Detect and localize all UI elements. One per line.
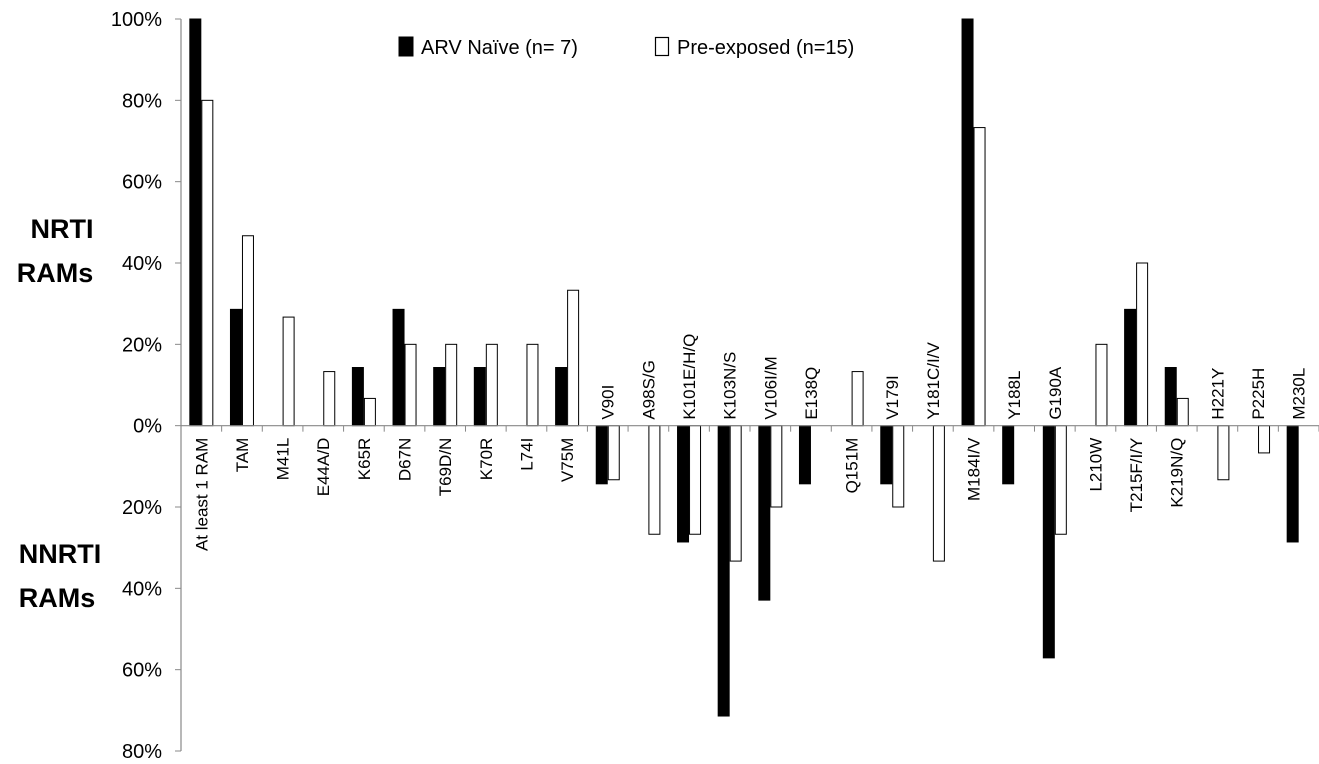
category-label-m184i-v: M184I/V	[965, 437, 984, 501]
bar-arv-naive-k101e-h-q	[678, 426, 689, 542]
category-label-m230l: M230L	[1290, 368, 1309, 420]
nnrti-side-label-line-1: NNRTI	[19, 539, 102, 569]
category-label-v75m: V75M	[558, 438, 577, 482]
bar-pre-exposed-k219n-q	[1177, 398, 1188, 425]
bar-pre-exposed-k70r	[486, 344, 497, 425]
category-label-at-least-1-ram: At least 1 RAM	[192, 438, 211, 551]
bars	[190, 19, 1298, 716]
bar-arv-naive-v106i-m	[759, 426, 770, 600]
bar-arv-naive-m184i-v	[962, 19, 973, 426]
nrti-side-label-line-2: RAMs	[17, 258, 94, 288]
nrti-side-label: NRTI RAMs	[17, 214, 94, 288]
y-tick-label: 80%	[122, 741, 162, 763]
category-label-k101e-h-q: K101E/H/Q	[680, 334, 699, 420]
category-label-h221y: H221Y	[1208, 368, 1227, 420]
y-tick-label: 40%	[122, 253, 162, 275]
nnrti-side-label: NNRTI RAMs	[19, 539, 102, 613]
bar-pre-exposed-p225h	[1259, 426, 1270, 453]
y-tick-label: 20%	[122, 334, 162, 356]
bar-pre-exposed-k101e-h-q	[690, 426, 701, 535]
bar-arv-naive-e138q	[799, 426, 810, 484]
bar-pre-exposed-m184i-v	[974, 128, 985, 426]
bar-arv-naive-v179i	[881, 426, 892, 484]
bar-pre-exposed-t215f-i-y	[1137, 263, 1148, 426]
bar-pre-exposed-v106i-m	[771, 426, 782, 507]
bar-pre-exposed-v75m	[568, 290, 579, 425]
bar-pre-exposed-k65r	[364, 398, 375, 425]
bar-arv-naive-v75m	[556, 368, 567, 426]
category-label-v179i: V179I	[883, 375, 902, 419]
category-label-l74i: L74I	[517, 438, 536, 471]
bar-pre-exposed-v179i	[893, 426, 904, 507]
nrti-side-label-line-1: NRTI	[31, 214, 94, 244]
legend-label-pre-exposed: Pre-exposed (n=15)	[677, 37, 854, 59]
bar-pre-exposed-a98s-g	[649, 426, 660, 535]
y-axis-ticks: 100% 80% 60% 40% 20% 0% 20% 40% 60% 80%	[111, 9, 181, 763]
bar-pre-exposed-m41l	[283, 317, 294, 426]
bar-pre-exposed-tam	[242, 236, 253, 426]
y-tick-label: 100%	[111, 9, 162, 31]
category-label-q151m: Q151M	[843, 438, 862, 494]
bar-pre-exposed-l210w	[1096, 344, 1107, 425]
bar-pre-exposed-q151m	[852, 372, 863, 426]
category-label-y188l: Y188L	[1005, 370, 1024, 419]
category-label-m41l: M41L	[274, 438, 293, 481]
y-tick-label: 20%	[122, 497, 162, 519]
y-tick-label: 60%	[122, 172, 162, 194]
bar-arv-naive-tam	[230, 309, 241, 425]
category-label-l210w: L210W	[1086, 438, 1105, 492]
legend: ARV Naïve (n= 7) Pre-exposed (n=15)	[399, 37, 854, 59]
category-label-g190a: G190A	[1046, 366, 1065, 420]
legend-swatch-arv-naive	[399, 37, 413, 56]
category-label-t215f-i-y: T215F/I/Y	[1127, 438, 1146, 513]
category-label-k219n-q: K219N/Q	[1168, 438, 1187, 508]
bar-arv-naive-d67n	[393, 309, 404, 425]
category-label-k65r: K65R	[355, 438, 374, 481]
bar-arv-naive-v90i	[596, 426, 607, 484]
bar-pre-exposed-l74i	[527, 344, 538, 425]
category-label-e44a-d: E44A/D	[314, 438, 333, 497]
bar-pre-exposed-g190a	[1055, 426, 1066, 535]
bar-arv-naive-t69d-n	[434, 368, 445, 426]
y-tick-label: 0%	[133, 416, 162, 438]
bar-pre-exposed-v90i	[608, 426, 619, 480]
bar-pre-exposed-d67n	[405, 344, 416, 425]
category-label-y181c-i-v: Y181C/I/V	[924, 342, 943, 420]
category-label-d67n: D67N	[396, 438, 415, 481]
legend-label-arv-naive: ARV Naïve (n= 7)	[421, 37, 578, 59]
category-label-v106i-m: V106I/M	[761, 356, 780, 419]
bar-pre-exposed-h221y	[1218, 426, 1229, 480]
category-label-k70r: K70R	[477, 438, 496, 481]
bar-arv-naive-g190a	[1043, 426, 1054, 658]
bar-pre-exposed-at-least-1-ram	[202, 100, 213, 425]
category-label-v90i: V90I	[599, 385, 618, 420]
bar-pre-exposed-k103n-s	[730, 426, 741, 561]
category-label-e138q: E138Q	[802, 367, 821, 420]
bar-pre-exposed-y181c-i-v	[933, 426, 944, 561]
bar-arv-naive-k103n-s	[718, 426, 729, 716]
axes	[181, 19, 1319, 751]
y-tick-label: 40%	[122, 578, 162, 600]
y-tick-label: 80%	[122, 90, 162, 112]
bar-pre-exposed-t69d-n	[446, 344, 457, 425]
bar-arv-naive-m230l	[1287, 426, 1298, 542]
bar-arv-naive-t215f-i-y	[1125, 309, 1136, 425]
bar-arv-naive-k219n-q	[1165, 368, 1176, 426]
category-label-a98s-g: A98S/G	[639, 360, 658, 420]
bar-arv-naive-k70r	[474, 368, 485, 426]
legend-swatch-pre-exposed	[656, 38, 669, 56]
bar-pre-exposed-e44a-d	[324, 372, 335, 426]
category-label-tam: TAM	[233, 438, 252, 473]
bar-arv-naive-at-least-1-ram	[190, 19, 201, 426]
y-tick-label: 60%	[122, 660, 162, 682]
category-label-t69d-n: T69D/N	[436, 438, 455, 497]
category-label-p225h: P225H	[1249, 368, 1268, 420]
bar-arv-naive-k65r	[352, 368, 363, 426]
bar-arv-naive-y188l	[1003, 426, 1014, 484]
category-label-k103n-s: K103N/S	[721, 352, 740, 420]
nnrti-side-label-line-2: RAMs	[19, 583, 96, 613]
